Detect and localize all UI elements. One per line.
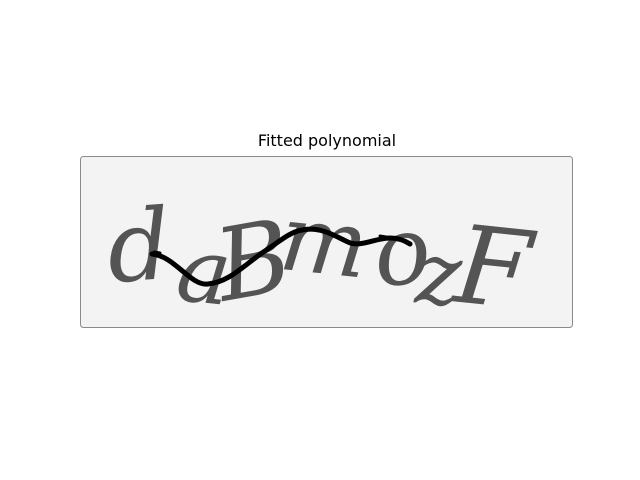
captcha-glyph-z: z (412, 223, 466, 326)
captcha-canvas: d a B m o z F (80, 156, 573, 329)
captcha-glyph-d: d (103, 188, 174, 306)
captcha-glyph-o: o (368, 195, 436, 309)
captcha-glyphs: d a B m o z F (103, 184, 541, 329)
captcha-glyph-F: F (447, 203, 541, 329)
captcha-figure: d a B m o z F (80, 156, 574, 329)
fitted-polynomial-curve-jitter (152, 232, 394, 255)
figure-title: Fitted polynomial (257, 131, 397, 150)
